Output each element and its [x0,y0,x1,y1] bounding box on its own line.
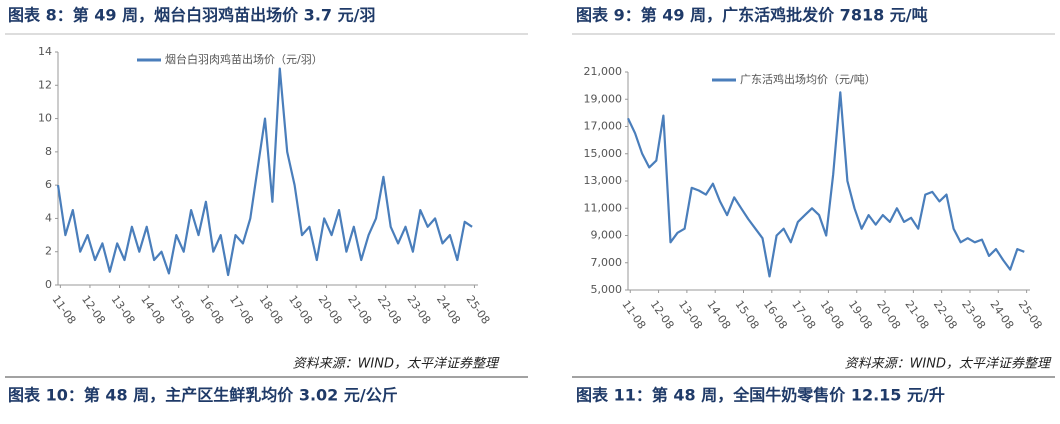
y-tick-label: 4 [45,211,52,224]
y-tick-label: 19,000 [584,92,623,105]
x-tick-label: 19-08 [846,298,875,332]
x-tick-label: 22-08 [375,293,404,327]
x-tick-label: 21-08 [902,298,931,332]
x-tick-label: 14-08 [704,298,733,332]
x-tick-label: 17-08 [789,298,818,332]
x-tick-label: 16-08 [761,298,790,332]
y-tick-label: 17,000 [584,120,623,133]
y-tick-label: 10 [38,112,52,125]
source: 资料来源：WIND，太平洋证券整理 [845,357,1052,372]
x-tick-label: 21-08 [345,293,374,327]
x-tick-label: 13-08 [676,298,705,332]
legend-label: 烟台白羽肉鸡苗出场价（元/羽） [165,52,323,66]
x-tick-label: 20-08 [874,298,903,332]
figure-title: 图表 8：第 49 周，烟台白羽鸡苗出场价 3.7 元/羽 [8,6,375,25]
x-tick-label: 23-08 [959,298,988,332]
y-tick-label: 14 [38,45,52,58]
y-tick-label: 7,000 [591,256,623,269]
x-tick-label: 17-08 [227,293,256,327]
y-tick-label: 11,000 [584,201,623,214]
x-tick-label: 18-08 [256,293,285,327]
x-tick-label: 15-08 [168,293,197,327]
x-tick-label: 25-08 [1016,298,1045,332]
line [56,67,473,277]
y-tick-label: 9,000 [591,229,623,242]
line [627,91,1025,278]
source: 资料来源：WIND，太平洋证券整理 [293,357,500,372]
y-tick-label: 0 [45,278,52,291]
x-tick-label: 12-08 [79,293,108,327]
x-tick-label: 12-08 [648,298,677,332]
x-tick-label: 11-08 [619,298,648,332]
x-tick-label: 11-08 [49,293,78,327]
y-tick-label: 8 [45,145,52,158]
legend-label: 广东活鸡出场均价（元/吨） [740,72,876,86]
x-tick-label: 13-08 [109,293,138,327]
x-tick-label: 20-08 [316,293,345,327]
x-tick-label: 24-08 [987,298,1016,332]
x-tick-label: 24-08 [434,293,463,327]
x-tick-label: 18-08 [818,298,847,332]
x-tick-label: 16-08 [197,293,226,327]
x-tick-label: 25-08 [464,293,493,327]
x-tick-label: 23-08 [404,293,433,327]
y-tick-label: 13,000 [584,174,623,187]
x-tick-label: 22-08 [931,298,960,332]
x-tick-label: 14-08 [138,293,167,327]
figure-title: 图表 10：第 48 周，主产区生鲜乳均价 3.02 元/公斤 [8,386,398,405]
y-tick-label: 2 [45,245,52,258]
y-tick-label: 21,000 [584,65,623,78]
y-tick-label: 12 [38,78,52,91]
figure-title: 图表 11：第 48 周，全国牛奶零售价 12.15 元/升 [576,386,945,405]
figure-title: 图表 9：第 49 周，广东活鸡批发价 7818 元/吨 [576,6,928,25]
x-tick-label: 19-08 [286,293,315,327]
y-tick-label: 5,000 [591,283,623,296]
y-tick-label: 6 [45,178,52,191]
y-tick-label: 15,000 [584,147,623,160]
x-tick-label: 15-08 [733,298,762,332]
